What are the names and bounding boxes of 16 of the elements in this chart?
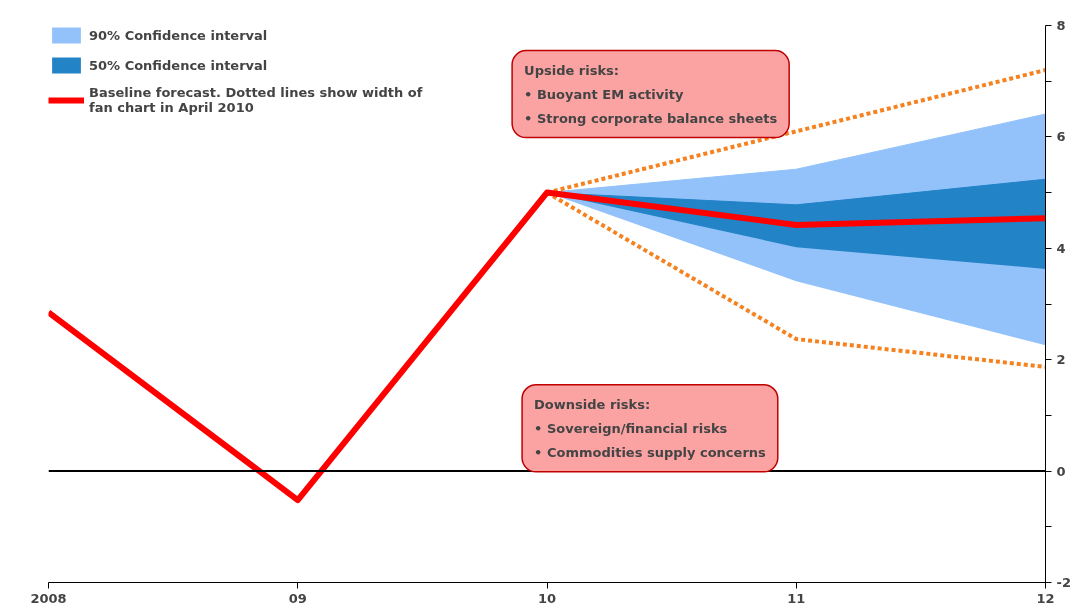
x-tick-label: 10 — [537, 590, 557, 606]
x-tick-label: 11 — [787, 590, 806, 606]
annotation: Upside risks: • Buoyant EM activity • Strong corporate balance sheets — [524, 62, 778, 126]
y-tick-label: 6 — [1056, 129, 1066, 145]
x-tick-label: 09 — [288, 590, 307, 606]
legend-label: Baseline forecast. Dotted lines show width of fan chart in April 2010 — [89, 85, 423, 115]
annotation: Downside risks: • Sovereign/financial risks • Commodities supply concerns — [534, 396, 767, 460]
legend-label: 90% Confidence interval — [89, 27, 268, 43]
y-tick-label: 4 — [1056, 240, 1066, 256]
legend-label: 50% Confidence interval — [89, 57, 268, 73]
y-tick-label: 2 — [1056, 352, 1066, 368]
x-tick-label: 12 — [1036, 590, 1055, 606]
x-tick-label: 2008 — [30, 590, 67, 606]
y-tick-label: -2 — [1056, 575, 1071, 590]
y-tick-label: 0 — [1056, 463, 1066, 479]
y-tick-label: 8 — [1056, 18, 1066, 33]
